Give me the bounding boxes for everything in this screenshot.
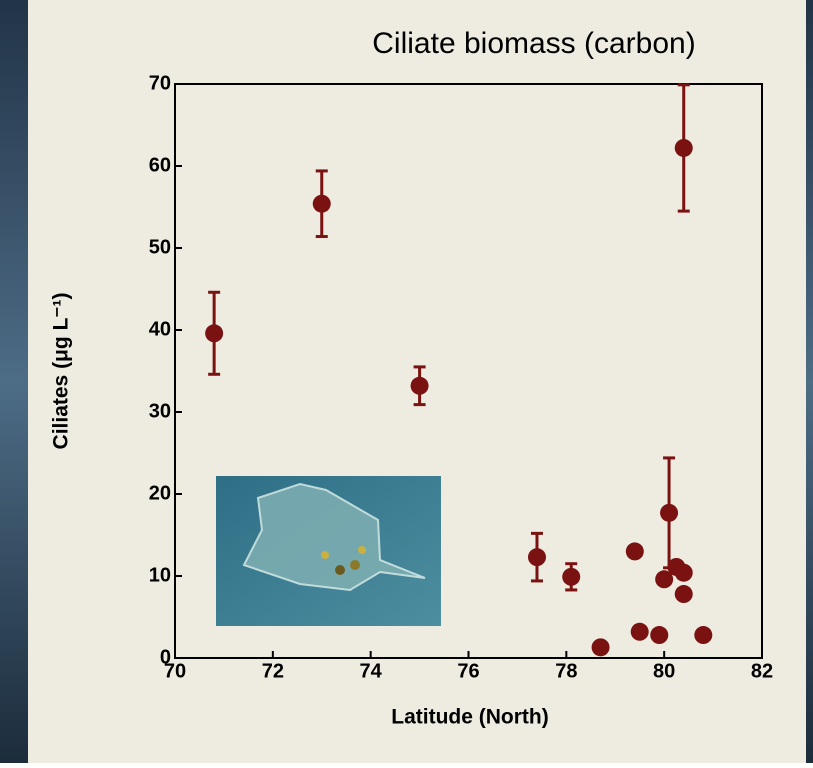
x-tick-label: 76 — [457, 660, 479, 682]
point — [410, 376, 429, 395]
point — [527, 548, 546, 567]
granule — [335, 565, 345, 575]
y-tick-label: 20 — [149, 482, 171, 504]
granule — [321, 551, 329, 559]
ciliate-cell — [242, 482, 426, 592]
x-axis-label: Latitude (North) — [391, 706, 548, 729]
point — [312, 194, 331, 213]
point — [674, 138, 693, 157]
x-tick-label: 72 — [262, 660, 284, 682]
y-tick-label: 30 — [149, 400, 171, 422]
y-tick-label: 70 — [149, 72, 171, 94]
point — [625, 542, 644, 561]
granule — [358, 546, 366, 554]
point — [562, 567, 581, 586]
x-tick-label: 78 — [555, 660, 577, 682]
point — [630, 622, 649, 641]
y-tick-label: 10 — [149, 564, 171, 586]
x-tick-label: 80 — [653, 660, 675, 682]
y-tick-label: 0 — [160, 646, 171, 668]
y-axis-label: Ciliates (μg L⁻¹) — [50, 293, 73, 450]
inset-micrograph — [216, 476, 441, 626]
y-tick-label: 50 — [149, 236, 171, 258]
y-tick-label: 60 — [149, 154, 171, 176]
y-tick-label: 40 — [149, 318, 171, 340]
point — [655, 570, 674, 589]
x-tick-label: 70 — [164, 660, 186, 682]
point — [660, 503, 679, 522]
point — [694, 626, 713, 645]
point — [674, 563, 693, 582]
chart-title: Ciliate biomass (carbon) — [372, 27, 695, 60]
granule — [350, 560, 360, 570]
point — [674, 585, 693, 604]
x-tick-label: 82 — [751, 660, 773, 682]
point — [591, 638, 610, 657]
point — [650, 626, 669, 645]
x-tick-label: 74 — [360, 660, 383, 682]
point — [205, 324, 224, 343]
